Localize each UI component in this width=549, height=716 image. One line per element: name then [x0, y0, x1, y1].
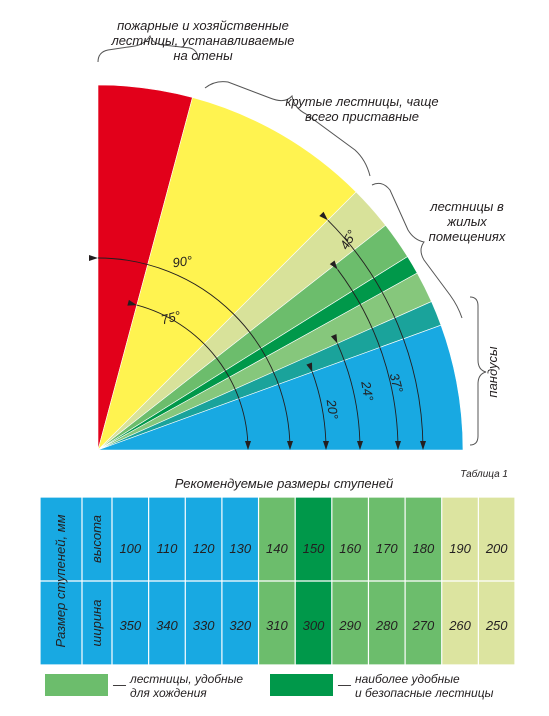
cell-value: 160	[339, 541, 361, 556]
cell-value: 340	[156, 618, 178, 633]
arrowhead	[287, 441, 293, 450]
sector	[97, 324, 464, 451]
angle-arc	[337, 269, 399, 450]
table: Таблица 1 Рекомендуемые размеры ступеней 1…	[39, 468, 516, 700]
cell-value: 270	[412, 618, 435, 633]
arrowhead	[329, 260, 338, 270]
cell-value: 140	[266, 541, 288, 556]
brace	[97, 34, 199, 63]
brace	[371, 182, 463, 319]
cell-value: 110	[157, 541, 178, 556]
arrowhead	[306, 362, 313, 373]
angle-label: 37°	[387, 371, 407, 394]
arrowhead	[89, 255, 98, 261]
legend-swatch	[270, 674, 333, 696]
row-header: Размер ступеней, мм	[53, 514, 68, 647]
cell-value: 130	[229, 541, 251, 556]
annotation: жилых	[446, 214, 487, 229]
annotation: лестницы в	[429, 199, 504, 214]
legend-marker: —	[112, 677, 127, 692]
legend-marker: —	[337, 677, 352, 692]
cell-value: 100	[119, 541, 141, 556]
annotation: помещениях	[429, 229, 506, 244]
cell-value: 320	[229, 618, 251, 633]
sector	[97, 97, 357, 452]
cell-value: 190	[449, 541, 471, 556]
angle-arc	[336, 343, 361, 450]
angle-label: 20°	[324, 398, 342, 421]
brace	[204, 81, 371, 177]
legend-text: и безопасные лестницы	[355, 686, 494, 700]
cell-value: 170	[376, 541, 398, 556]
angle-label: 24°	[358, 379, 376, 402]
cell-value: 300	[303, 618, 325, 633]
cell-value: 120	[193, 541, 215, 556]
angle-arc	[97, 257, 291, 450]
annotation: пандусы	[485, 346, 500, 398]
angle-label: 90°	[172, 253, 194, 271]
annotation: лестницы, устанавливаемые	[110, 33, 294, 48]
cell-value: 150	[303, 541, 325, 556]
brace	[469, 296, 487, 446]
row-label: ширина	[89, 600, 104, 647]
cell-value: 350	[119, 618, 141, 633]
angle-label: 75°	[159, 308, 182, 328]
annotation: всего приставные	[305, 109, 419, 124]
cell-value: 290	[338, 618, 361, 633]
arrowhead	[330, 333, 338, 344]
arrowhead	[319, 211, 328, 221]
legend-text: лестницы, удобные	[129, 672, 243, 686]
arrowhead	[323, 441, 329, 450]
cell-value: 180	[413, 541, 435, 556]
table-title: Рекомендуемые размеры ступеней	[175, 476, 394, 491]
legend-text: для хождения	[130, 686, 207, 700]
legend-swatch	[45, 674, 108, 696]
legend-text: наиболее удобные	[355, 672, 460, 686]
angle-arc	[136, 304, 249, 450]
arrowhead	[127, 299, 137, 306]
cell-value: 280	[375, 618, 398, 633]
annotation: крутые лестницы, чаще	[285, 94, 438, 109]
arrowhead	[420, 441, 426, 450]
table-caption: Таблица 1	[460, 468, 508, 480]
cell-value: 250	[485, 618, 508, 633]
arrowhead	[245, 441, 251, 450]
row-label: высота	[89, 515, 104, 563]
arrowhead	[357, 441, 363, 450]
cell-value: 330	[193, 618, 215, 633]
cell-value: 260	[448, 618, 471, 633]
arrowhead	[395, 441, 401, 450]
cell-value: 310	[266, 618, 288, 633]
fan-diagram: 90°75°45°37°24°20°	[89, 84, 464, 452]
annotation: пожарные и хозяйственные	[117, 18, 289, 33]
cell-value: 200	[485, 541, 508, 556]
annotation: на стены	[173, 48, 233, 63]
angle-arc	[327, 219, 424, 450]
